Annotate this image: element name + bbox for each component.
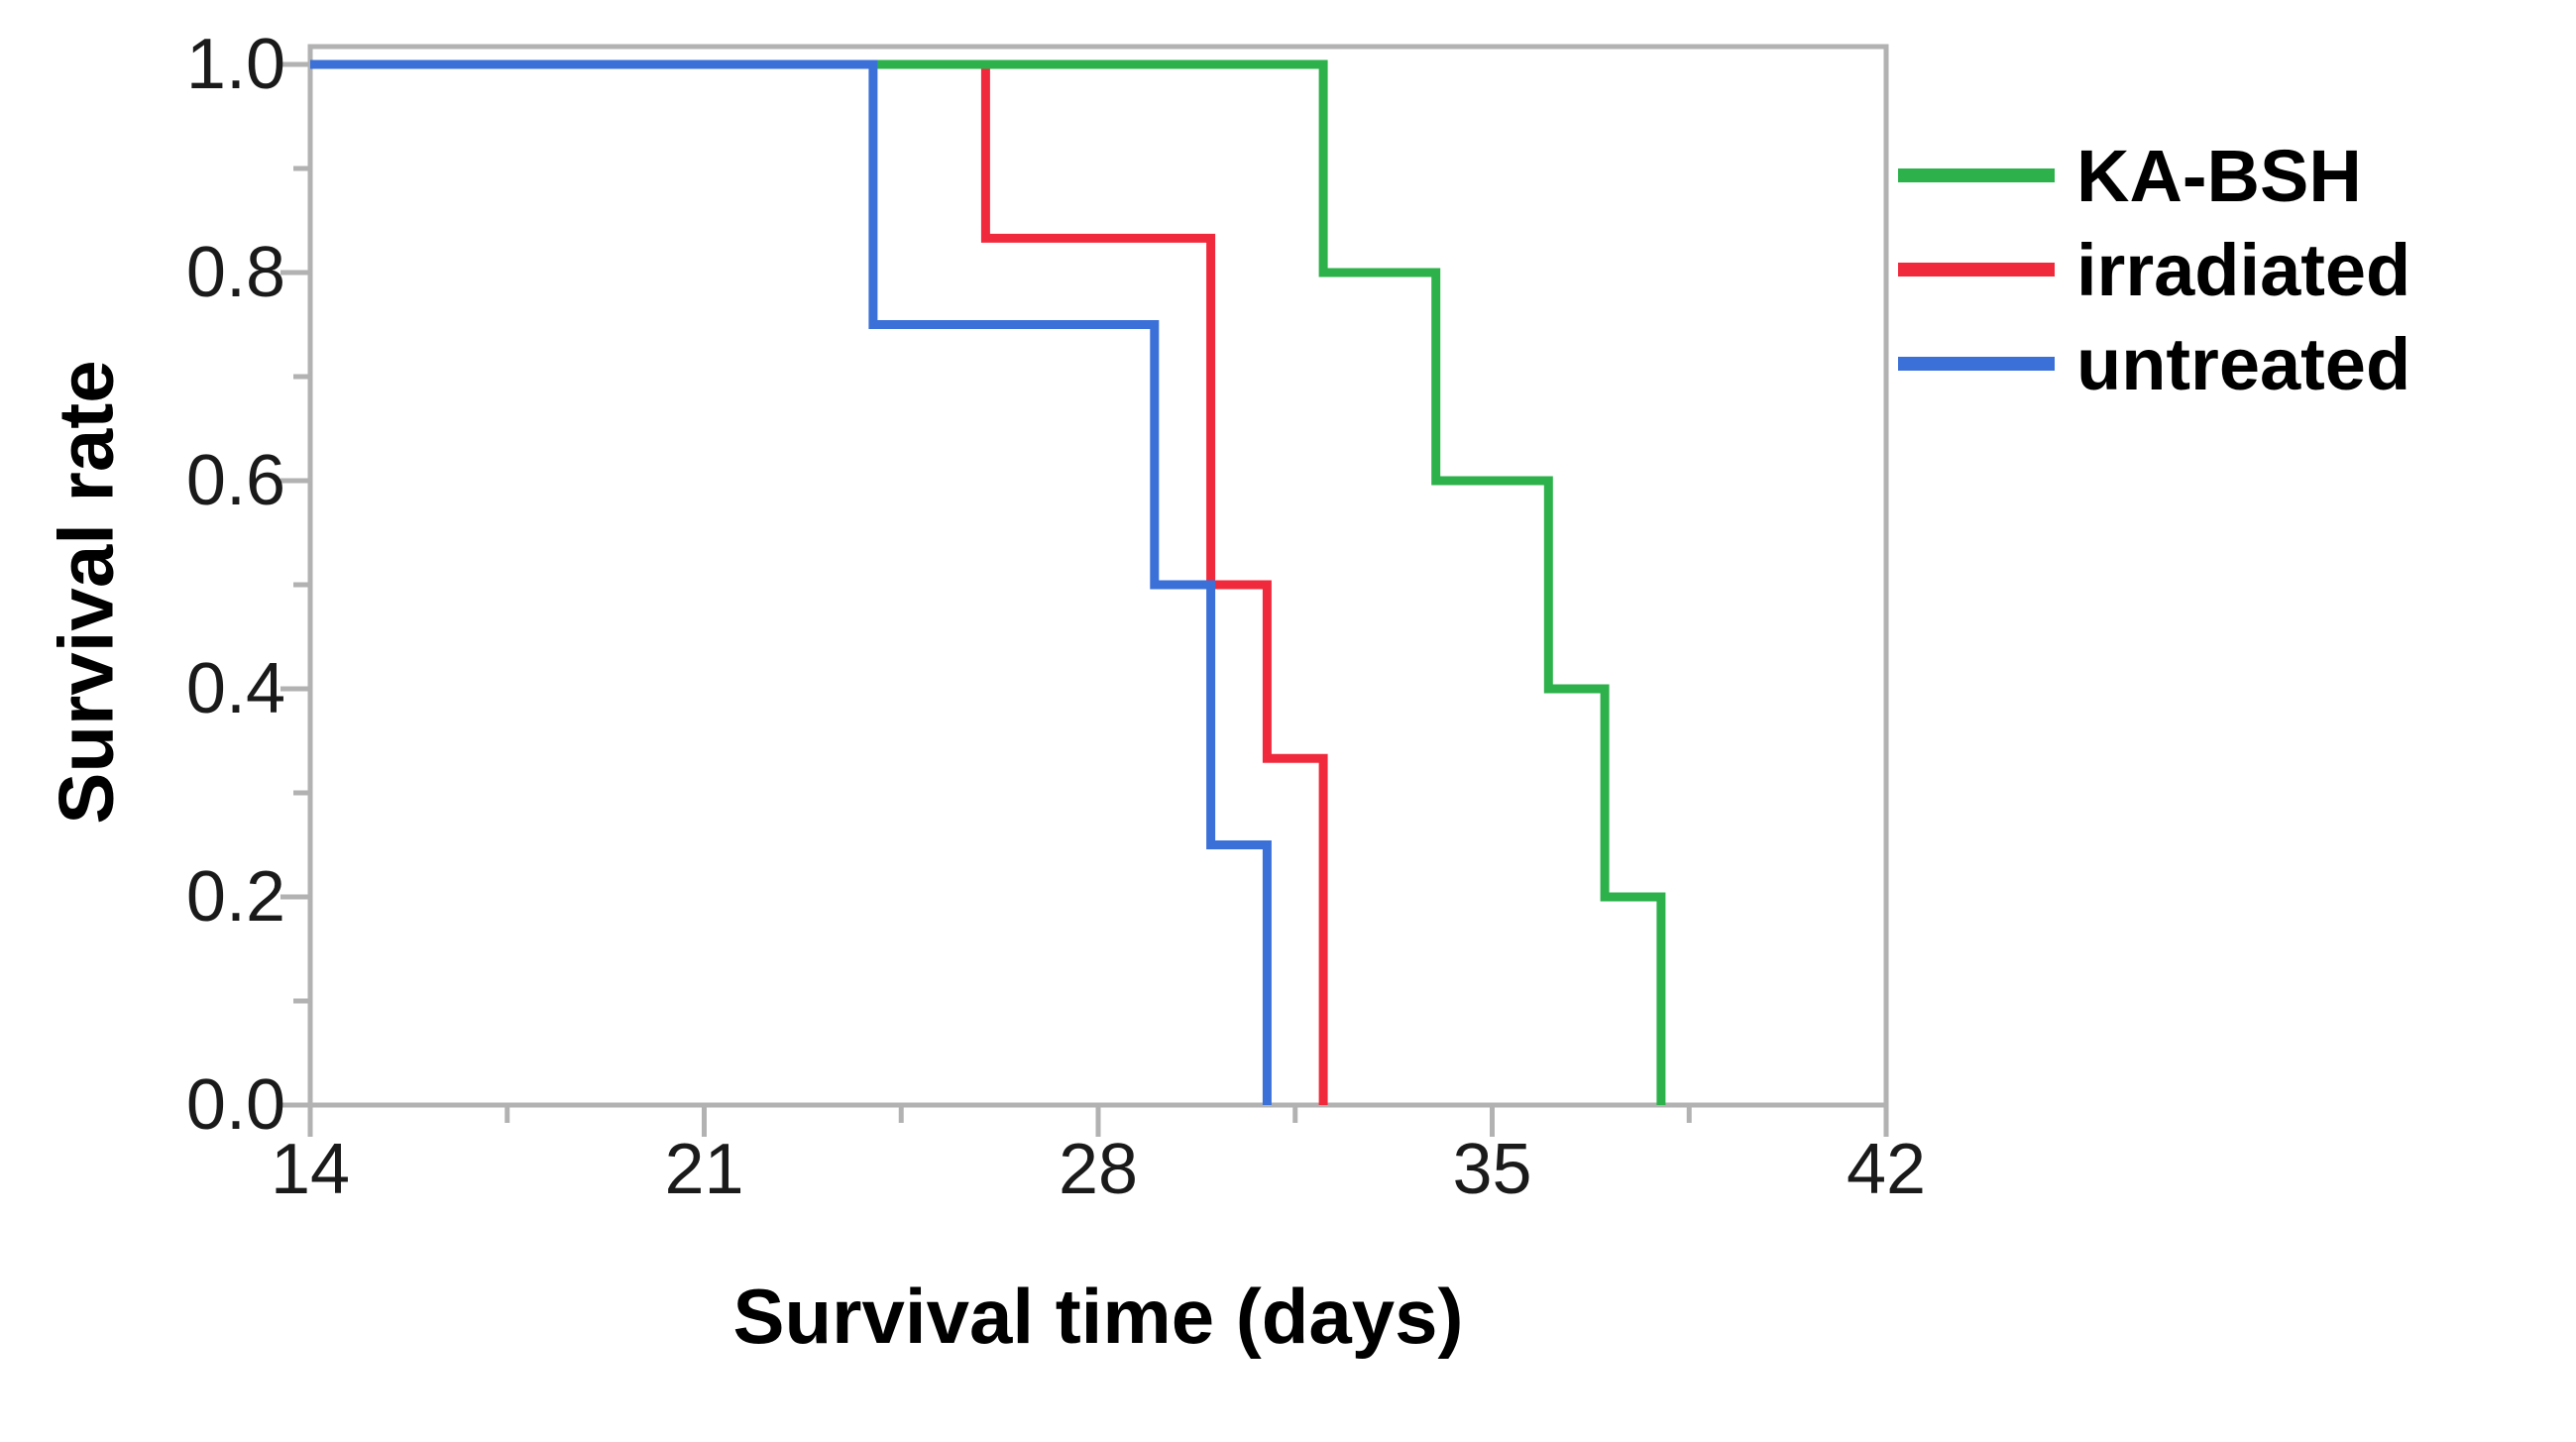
y-tick-label: 0.2 [185,857,285,937]
series-line-ka-bsh [310,59,1666,1105]
x-tick-label: 35 [1452,1130,1532,1209]
x-tick-label: 42 [1846,1130,1927,1209]
legend-swatch-untreated [1898,357,2055,371]
y-tick-label: 0.0 [185,1065,285,1145]
legend-item: irradiated [1898,220,2410,319]
y-tick-label: 1.0 [185,25,285,104]
y-tick-label: 0.4 [185,649,285,728]
legend-label: KA-BSH [2076,134,2362,217]
x-tick-label: 28 [1058,1130,1139,1209]
y-tick-label: 0.6 [185,441,285,520]
legend-label: irradiated [2076,228,2411,311]
legend-swatch-irradiated [1898,263,2055,277]
x-tick-label: 14 [270,1130,351,1209]
legend-item: untreated [1898,314,2410,413]
x-tick-label: 21 [664,1130,744,1209]
legend-swatch-ka-bsh [1898,168,2055,182]
y-tick-label: 0.8 [185,233,285,312]
y-axis-title: Survival rate [42,360,130,825]
plot-border [307,44,1889,1108]
x-axis-title: Survival time (days) [732,1273,1464,1360]
legend-label: untreated [2076,322,2411,405]
legend-item: KA-BSH [1898,126,2362,225]
series-line-untreated [310,59,1272,1105]
